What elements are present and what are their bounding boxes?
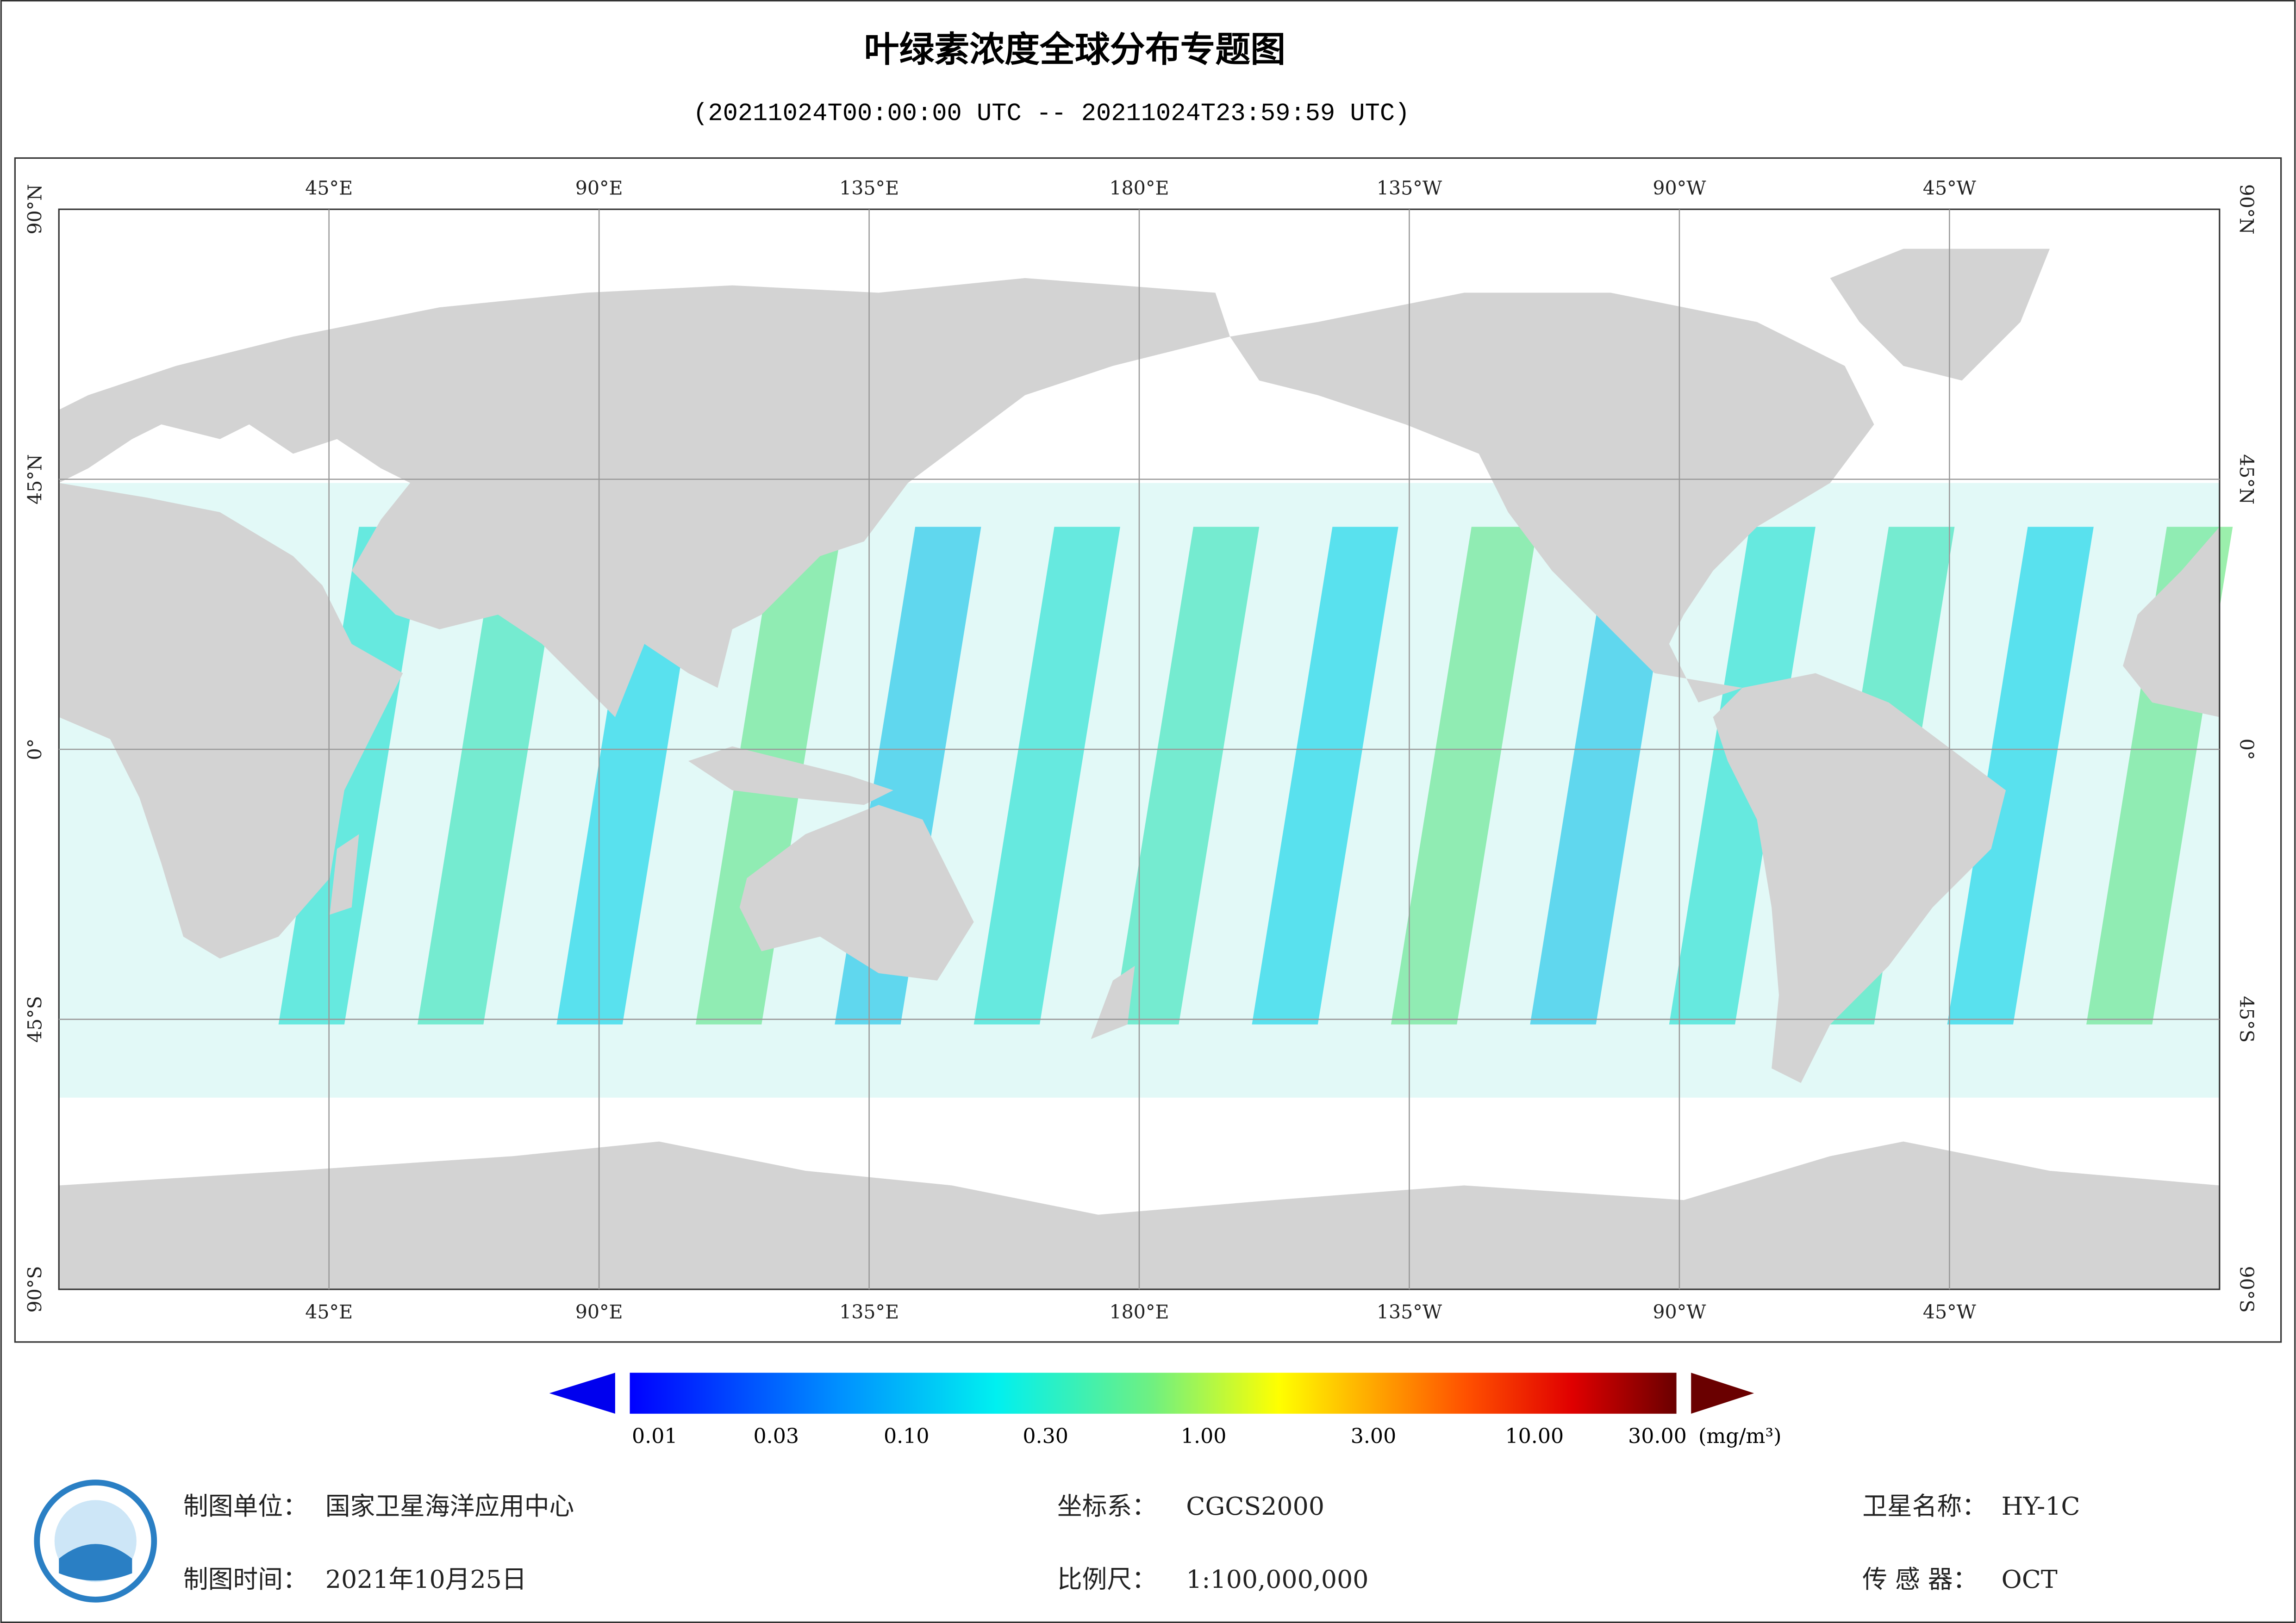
footer-value: 2021年10月25日 — [325, 1565, 527, 1594]
footer-label: 传 感 器： — [1862, 1565, 1978, 1594]
colorbar-tick-label: 0.03 — [753, 1424, 799, 1448]
colorbar-tick-label: 3.00 — [1351, 1424, 1397, 1448]
north-america — [1230, 292, 1874, 703]
lat-label-left: 90°S — [24, 1266, 46, 1312]
swath — [1391, 527, 1538, 1025]
colorbar-tick-label: 0.30 — [1023, 1424, 1068, 1448]
lat-label-left: 45°S — [24, 996, 46, 1043]
australia — [739, 805, 974, 981]
colorbar — [630, 1373, 1677, 1414]
colorbar-under-arrow — [549, 1373, 615, 1414]
indonesia — [688, 746, 893, 805]
logo-wave — [59, 1544, 132, 1581]
swath — [418, 527, 564, 1025]
colorbar-tick-label: 1.00 — [1181, 1424, 1227, 1448]
colorbar-tick-label: 0.10 — [884, 1424, 930, 1448]
lat-label-right: 0° — [2235, 739, 2258, 760]
lon-label-top: 90°W — [1653, 177, 1706, 199]
colorbar-tick-label: 10.00 — [1505, 1424, 1564, 1448]
title: 叶绿素浓度全球分布专题图 — [864, 29, 1286, 70]
lon-label-bottom: 180°E — [1110, 1301, 1169, 1323]
lat-label-left: 0° — [24, 739, 46, 760]
lon-label-top: 45°E — [305, 177, 353, 199]
lat-label-right: 90°S — [2235, 1266, 2258, 1312]
south-america — [1713, 673, 2006, 1083]
lat-label-left: 45°N — [24, 454, 46, 504]
footer-value: CGCS2000 — [1186, 1492, 1324, 1521]
lon-label-bottom: 90°E — [575, 1301, 623, 1323]
swath — [1947, 527, 2094, 1025]
lat-label-right: 90°N — [2235, 184, 2258, 235]
footer-label: 制图时间： — [183, 1565, 308, 1594]
swath — [1252, 527, 1398, 1025]
footer-label: 制图单位： — [183, 1492, 308, 1521]
lat-label-left: 90°N — [24, 184, 46, 235]
footer-value: HY-1C — [2002, 1492, 2080, 1521]
lon-label-top: 135°W — [1377, 177, 1442, 199]
africa — [59, 483, 403, 959]
lon-label-bottom: 45°E — [305, 1301, 353, 1323]
footer-value: OCT — [2002, 1565, 2058, 1594]
logo — [34, 1480, 157, 1603]
lon-label-top: 180°E — [1110, 177, 1169, 199]
swath — [973, 527, 1120, 1025]
lon-label-bottom: 135°W — [1377, 1301, 1442, 1323]
swath — [1113, 527, 1260, 1025]
colorbar-tick-label: 0.01 — [632, 1424, 678, 1448]
lat-label-right: 45°N — [2235, 454, 2258, 504]
footer-label: 卫星名称： — [1862, 1492, 1987, 1521]
greenland — [1830, 249, 2050, 381]
lon-label-top: 90°E — [575, 177, 623, 199]
lon-label-top: 45°W — [1923, 177, 1977, 199]
lon-label-bottom: 45°W — [1923, 1301, 1977, 1323]
subtitle: (20211024T00:00:00 UTC -- 20211024T23:59… — [693, 99, 1410, 128]
lon-label-bottom: 135°E — [839, 1301, 899, 1323]
colorbar-unit: (mg/m³) — [1698, 1424, 1781, 1448]
eurasia-africa — [59, 278, 1230, 717]
africa-west — [2123, 527, 2220, 717]
madagascar — [330, 834, 359, 915]
footer-value: 1:100,000,000 — [1186, 1565, 1368, 1594]
colorbar-tick-label: 30.00 — [1628, 1424, 1687, 1448]
new-zealand — [1091, 966, 1135, 1039]
footer-label: 比例尺： — [1057, 1565, 1157, 1594]
footer-label: 坐标系： — [1057, 1492, 1157, 1521]
lon-label-bottom: 90°W — [1653, 1301, 1706, 1323]
footer-value: 国家卫星海洋应用中心 — [325, 1492, 574, 1521]
lon-label-top: 135°E — [839, 177, 899, 199]
map-frame — [14, 157, 2282, 1343]
colorbar-over-arrow — [1691, 1373, 1754, 1414]
lat-label-right: 45°S — [2235, 996, 2258, 1043]
graticule: 45°E 45°E 90°E 90°E 135°E 135°E 180°E 180°E 135°… — [24, 177, 2258, 1324]
